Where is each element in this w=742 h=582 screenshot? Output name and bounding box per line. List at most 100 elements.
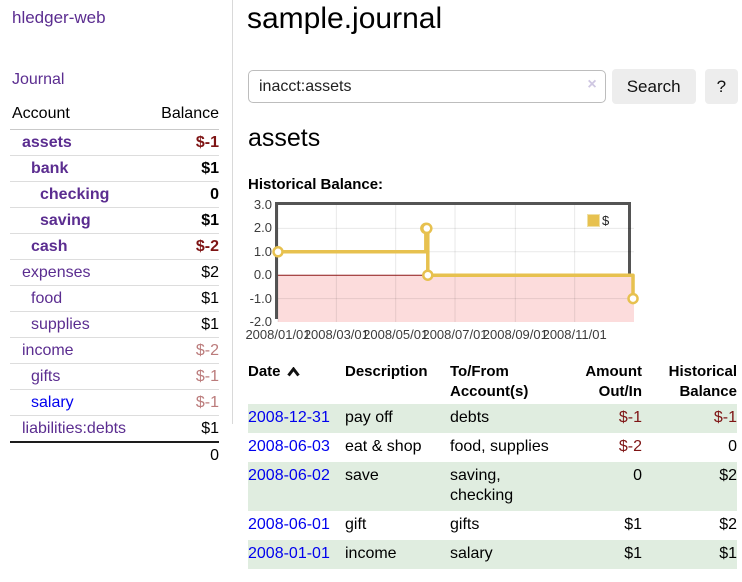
sidebar-divider — [232, 0, 233, 424]
sort-ascending-icon — [286, 366, 300, 377]
register-col-amount: Amount Out/In — [585, 363, 642, 400]
account-row: expenses $2 — [10, 259, 219, 286]
account-balance: $-1 — [149, 389, 219, 416]
legend-swatch-icon — [587, 214, 600, 227]
account-link[interactable]: food — [31, 290, 63, 307]
account-balance: $1 — [149, 415, 219, 442]
transaction-balance: $2 — [719, 467, 737, 484]
transaction-accounts: salary — [450, 545, 493, 562]
app-title-link[interactable]: hledger-web — [12, 8, 106, 27]
y-axis-tick-label: 0.0 — [253, 267, 272, 283]
transaction-amount: $1 — [624, 545, 642, 562]
transaction-description: income — [345, 545, 397, 562]
account-balance: 0 — [149, 181, 219, 208]
y-axis-tick-label: 3.0 — [253, 197, 272, 212]
account-balance: $1 — [149, 311, 219, 338]
account-link[interactable]: supplies — [31, 316, 90, 333]
transaction-row: 2008-06-01 gift gifts $1 $2 — [248, 511, 737, 540]
accounts-header-row: Account Balance — [10, 102, 219, 130]
transaction-date-link[interactable]: 2008-06-01 — [248, 516, 330, 533]
balance-chart — [272, 202, 639, 322]
y-axis-tick-label: -2.0 — [249, 314, 272, 329]
account-row: food $1 — [10, 285, 219, 312]
transaction-balance: $2 — [719, 516, 737, 533]
help-button[interactable]: ? — [704, 69, 738, 104]
search-input[interactable] — [248, 70, 606, 103]
transaction-amount: $-2 — [618, 438, 642, 455]
x-axis-tick-label: 2008/05/01 — [363, 327, 429, 342]
account-row: checking 0 — [10, 181, 219, 208]
account-link[interactable]: liabilities:debts — [22, 420, 127, 437]
search-form: × Search ? — [248, 69, 738, 104]
account-row: liabilities:debts $1 — [10, 415, 219, 442]
register-header-row: Date Description To/From Account(s) Amou… — [248, 360, 737, 404]
transaction-balance: $1 — [719, 545, 737, 562]
account-link[interactable]: checking — [40, 186, 110, 203]
x-axis-tick-label: 2008/03/01 — [303, 327, 369, 342]
transaction-row: 2008-01-01 income salary $1 $1 — [248, 540, 737, 569]
transaction-description: save — [345, 467, 379, 484]
account-balance: $-1 — [195, 134, 219, 151]
account-row: salary $-1 — [10, 389, 219, 416]
account-balance: $-2 — [149, 337, 219, 364]
account-row: bank $1 — [10, 155, 219, 182]
account-balance: $1 — [149, 155, 219, 182]
accounts-col-balance: Balance — [149, 102, 219, 130]
account-link[interactable]: salary — [31, 394, 74, 411]
accounts-table: Account Balance assets $-1 bank $1 checking 0… — [10, 102, 219, 468]
x-axis-tick-label: 2008/01/01 — [245, 327, 311, 342]
transaction-description: gift — [345, 516, 367, 533]
register-col-balance: Historical Balance — [668, 363, 737, 400]
transaction-date-link[interactable]: 2008-06-02 — [248, 467, 330, 484]
accounts-total-value: 0 — [149, 441, 219, 468]
clear-search-icon[interactable]: × — [587, 76, 597, 93]
y-axis-tick-label: -1.0 — [249, 290, 272, 306]
transaction-accounts: food, supplies — [450, 438, 549, 455]
accounts-total-row: 0 — [10, 441, 219, 468]
transaction-accounts: saving, checking — [450, 467, 514, 504]
transaction-amount: 0 — [633, 467, 642, 484]
transaction-date-link[interactable]: 2008-12-31 — [248, 409, 330, 426]
account-row: income $-2 — [10, 337, 219, 364]
transaction-description: pay off — [345, 409, 393, 426]
transaction-date-link[interactable]: 2008-01-01 — [248, 545, 330, 562]
legend-label: $ — [602, 213, 610, 228]
account-link[interactable]: cash — [31, 238, 68, 255]
account-row: saving $1 — [10, 207, 219, 234]
x-axis-tick-label: 2008/07/01 — [422, 327, 488, 342]
transaction-row: 2008-06-03 eat & shop food, supplies $-2 0 — [248, 433, 737, 462]
register-col-description: Description — [345, 363, 428, 380]
transaction-description: eat & shop — [345, 438, 422, 455]
register-col-date[interactable]: Date — [248, 360, 345, 404]
y-axis-tick-label: 2.0 — [253, 220, 272, 236]
chart-legend: $ — [587, 213, 609, 228]
accounts-col-account: Account — [10, 102, 150, 130]
account-link[interactable]: assets — [22, 134, 72, 151]
transaction-accounts: gifts — [450, 516, 480, 533]
y-axis-tick-label: 1.0 — [253, 243, 272, 259]
page-title: sample.journal — [247, 2, 443, 35]
account-link[interactable]: income — [22, 342, 74, 359]
transaction-balance: 0 — [728, 438, 737, 455]
chart-title: Historical Balance: — [248, 176, 384, 193]
account-link[interactable]: gifts — [31, 368, 61, 385]
search-button[interactable]: Search — [611, 69, 696, 104]
register-col-accounts: To/From Account(s) — [450, 363, 529, 400]
account-link[interactable]: saving — [40, 212, 91, 229]
transaction-date-link[interactable]: 2008-06-03 — [248, 438, 330, 455]
transaction-amount: $1 — [624, 516, 642, 533]
transaction-row: 2008-06-02 save saving, checking 0 $2 — [248, 462, 737, 511]
register-table: Date Description To/From Account(s) Amou… — [248, 360, 737, 569]
transaction-accounts: debts — [450, 409, 490, 426]
transaction-balance: $-1 — [713, 409, 737, 426]
account-row: supplies $1 — [10, 311, 219, 338]
account-balance: $-2 — [149, 233, 219, 260]
account-link[interactable]: expenses — [22, 264, 91, 281]
account-row: cash $-2 — [10, 233, 219, 260]
sidebar-item-journal[interactable]: Journal — [12, 71, 65, 88]
account-row: assets $-1 — [10, 130, 219, 156]
transaction-amount: $-1 — [618, 409, 642, 426]
account-balance: $-1 — [149, 363, 219, 390]
account-link[interactable]: bank — [31, 160, 69, 177]
